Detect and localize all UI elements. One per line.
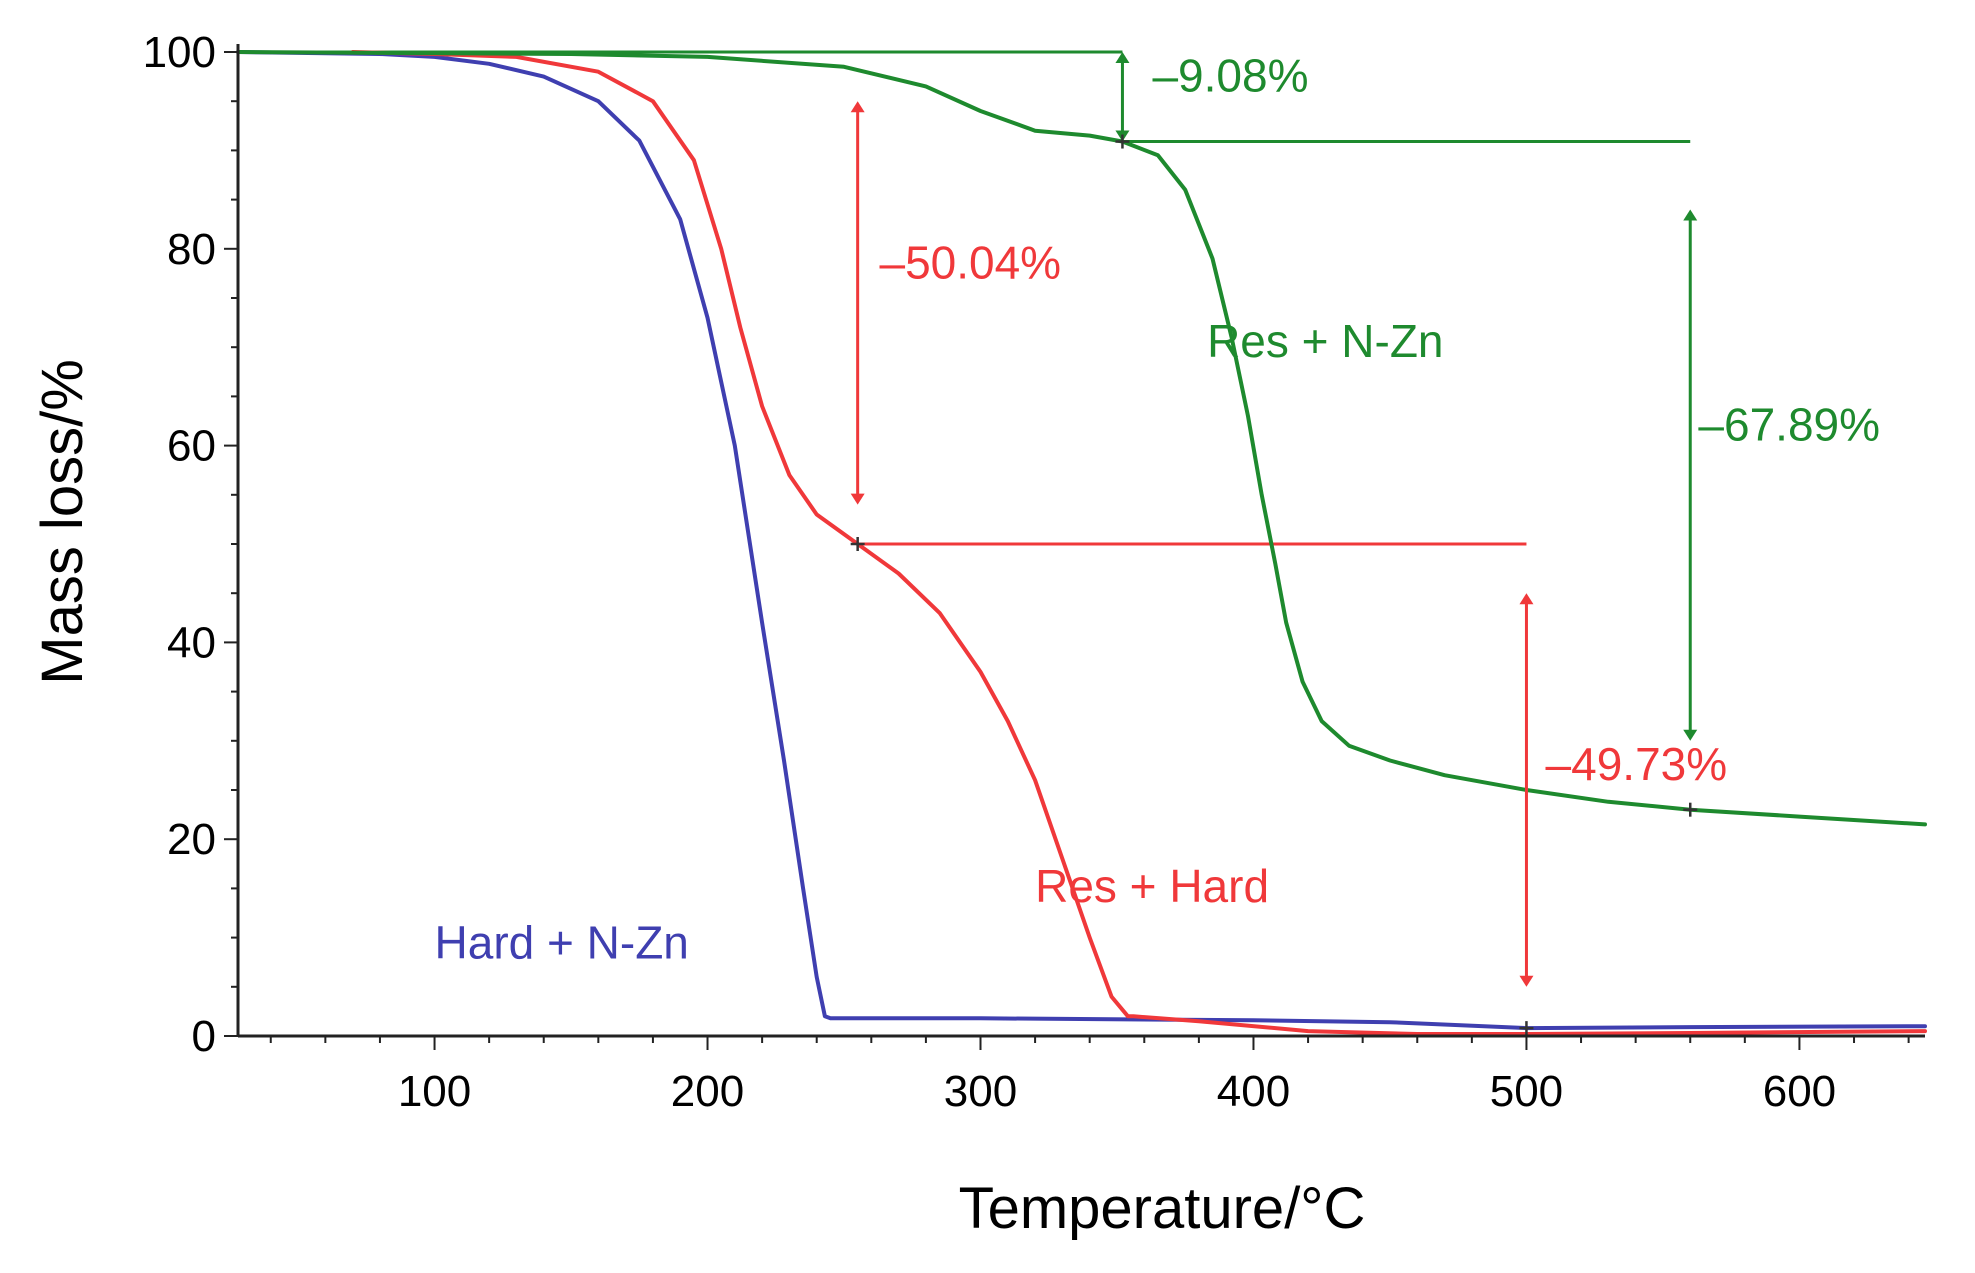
y-tick-label: 0 xyxy=(192,1012,216,1061)
axes: 100 200 300 400 500 600 0 20 40 60 80 100 xyxy=(143,28,1925,1116)
x-tick-label: 600 xyxy=(1763,1067,1836,1116)
markers xyxy=(850,134,1698,1036)
y-tick-label: 100 xyxy=(143,28,216,77)
arrow-head-up xyxy=(850,101,865,113)
x-tick-label: 100 xyxy=(398,1067,471,1116)
y-tick-label: 40 xyxy=(167,618,216,667)
arrow-head-down xyxy=(850,493,865,505)
y-axis-title: Mass loss/% xyxy=(30,359,95,685)
y-tick-label: 20 xyxy=(167,815,216,864)
annotations: –9.08% –50.04% –67.89% –49.73% Res + N-Zn Res… xyxy=(435,49,1880,968)
arrows xyxy=(850,52,1698,987)
annotation-label: Res + Hard xyxy=(1035,860,1269,912)
annotation-label: –67.89% xyxy=(1698,399,1880,451)
arrow-head-down xyxy=(1519,975,1534,987)
arrow-head-up xyxy=(1115,52,1130,63)
annotation-label: –9.08% xyxy=(1152,49,1308,101)
x-axis-title: Temperature/°C xyxy=(959,1176,1366,1241)
annotation-label: Hard + N-Zn xyxy=(435,916,689,968)
y-tick-label: 60 xyxy=(167,422,216,471)
annotation-label: –50.04% xyxy=(879,236,1061,288)
arrow-head-down xyxy=(1683,729,1698,741)
x-tick-label: 400 xyxy=(1217,1067,1290,1116)
annotation-label: Res + N-Zn xyxy=(1207,315,1443,367)
series-line-res-n-zn xyxy=(236,50,1927,827)
series-line-hard-n-zn xyxy=(236,50,1927,1031)
x-tick-label: 200 xyxy=(671,1067,744,1116)
y-tick-label: 80 xyxy=(167,225,216,274)
x-tick-label: 300 xyxy=(944,1067,1017,1116)
arrow-head-up xyxy=(1683,209,1698,221)
x-tick-label: 500 xyxy=(1490,1067,1563,1116)
annotation-label: –49.73% xyxy=(1546,738,1728,790)
series-line-res-hard xyxy=(350,50,1927,1036)
reference-lines xyxy=(238,50,1691,546)
curves xyxy=(236,50,1927,1036)
arrow-head-up xyxy=(1519,593,1534,605)
